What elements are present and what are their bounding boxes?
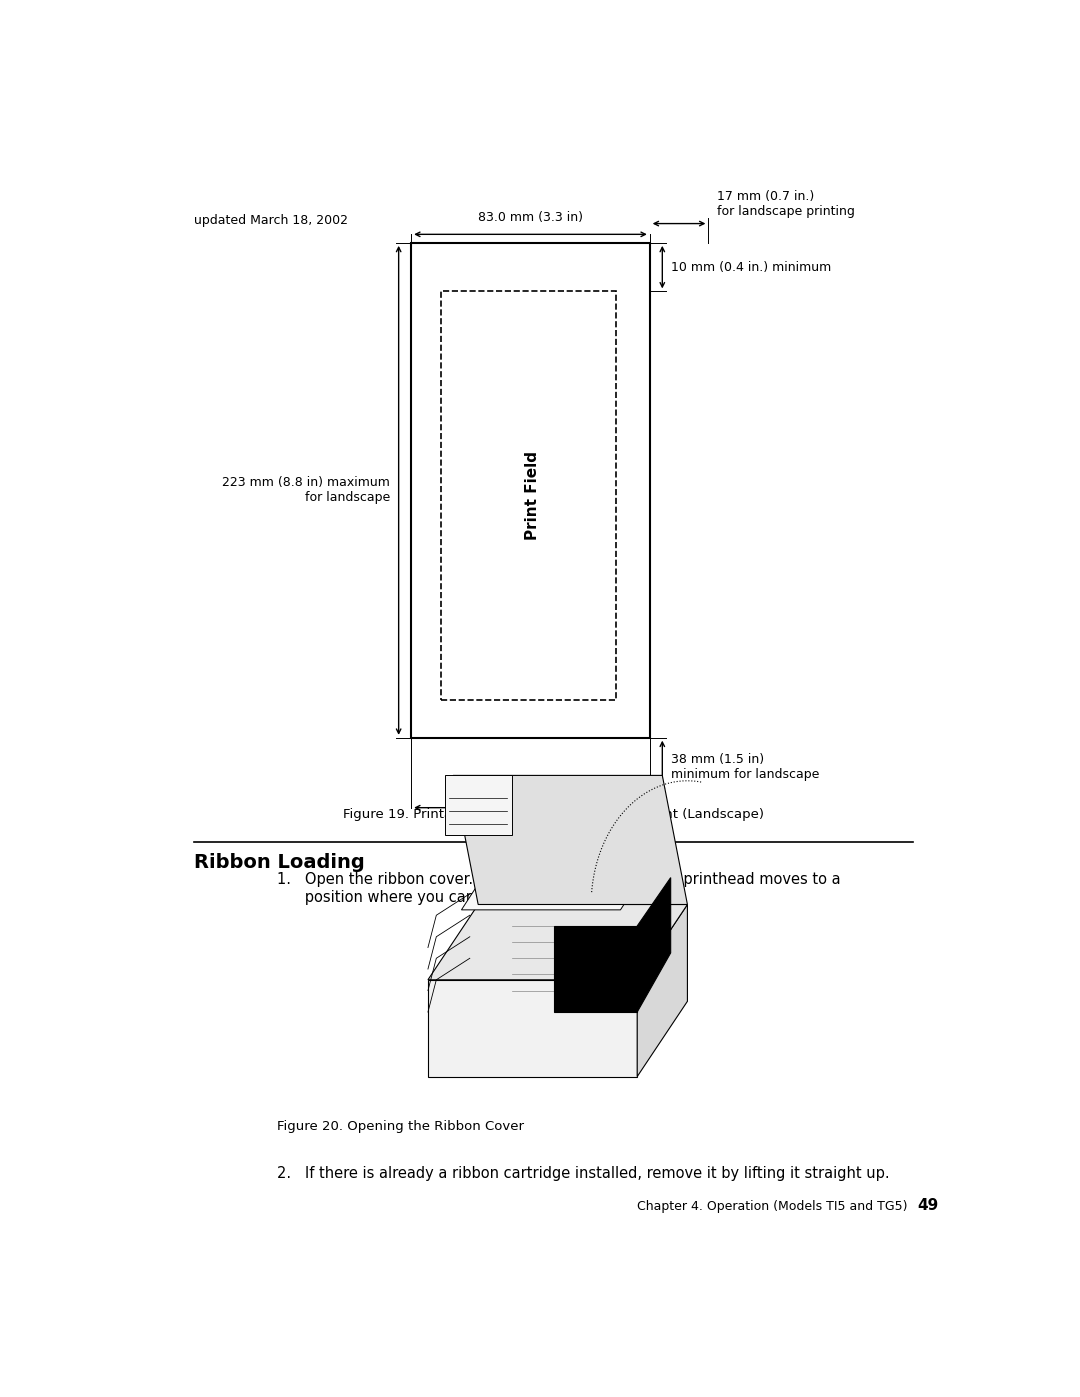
Text: 51 mm (2.0 in) minimum: 51 mm (2.0 in) minimum: [453, 819, 609, 831]
Text: updated March 18, 2002: updated March 18, 2002: [193, 214, 348, 226]
Text: Figure 20. Opening the Ribbon Cover: Figure 20. Opening the Ribbon Cover: [278, 1119, 524, 1133]
Polygon shape: [428, 979, 637, 1077]
Text: 17 mm (0.7 in.)
for landscape printing: 17 mm (0.7 in.) for landscape printing: [717, 190, 854, 218]
Text: 223 mm (8.8 in) maximum
for landscape: 223 mm (8.8 in) maximum for landscape: [222, 476, 390, 504]
Bar: [441, 292, 617, 700]
Bar: [411, 243, 650, 738]
Polygon shape: [554, 926, 637, 1011]
Polygon shape: [454, 775, 688, 904]
Text: Figure 19. Printable Area of an Inserted Document (Landscape): Figure 19. Printable Area of an Inserted…: [343, 807, 764, 820]
Polygon shape: [428, 904, 688, 979]
Text: Chapter 4. Operation (Models TI5 and TG5): Chapter 4. Operation (Models TI5 and TG5…: [637, 1200, 907, 1213]
Text: 38 mm (1.5 in)
minimum for landscape: 38 mm (1.5 in) minimum for landscape: [671, 753, 819, 781]
Text: 2.   If there is already a ribbon cartridge installed, remove it by lifting it s: 2. If there is already a ribbon cartridg…: [278, 1166, 890, 1180]
Text: 83.0 mm (3.3 in): 83.0 mm (3.3 in): [478, 211, 583, 224]
Text: 10 mm (0.4 in.) minimum: 10 mm (0.4 in.) minimum: [671, 261, 831, 274]
Text: Ribbon Loading: Ribbon Loading: [193, 852, 364, 872]
Text: 49: 49: [918, 1199, 939, 1213]
Polygon shape: [637, 877, 671, 1011]
Polygon shape: [637, 904, 688, 1077]
Polygon shape: [445, 775, 512, 834]
Polygon shape: [461, 845, 662, 909]
Text: 1.   Open the ribbon cover. As the cover is opened, the printhead moves to a
   : 1. Open the ribbon cover. As the cover i…: [278, 872, 841, 905]
Text: Print Field: Print Field: [525, 451, 540, 541]
